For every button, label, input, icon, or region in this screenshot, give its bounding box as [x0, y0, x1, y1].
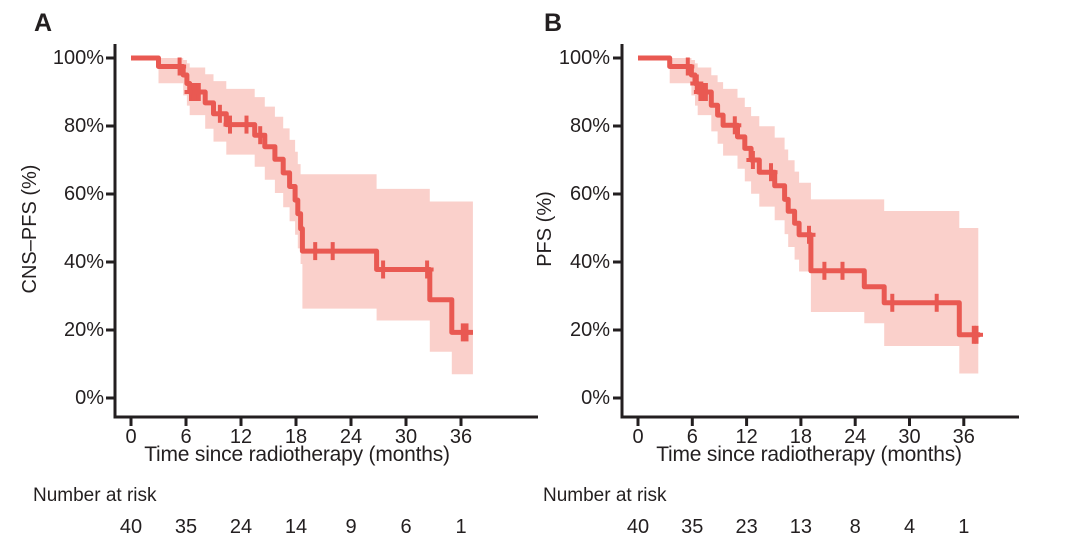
- y-tick-label: 80%: [63, 115, 104, 137]
- number-at-risk-value: 23: [735, 516, 758, 538]
- number-at-risk-value: 6: [400, 516, 412, 538]
- x-tick-label: 12: [229, 426, 253, 448]
- number-at-risk-value: 24: [229, 516, 253, 538]
- y-tick-label: 40%: [569, 251, 610, 273]
- number-at-risk-value: 9: [345, 516, 357, 538]
- number-at-risk-value: 13: [789, 516, 813, 538]
- y-tick-label: 60%: [63, 183, 104, 205]
- number-at-risk-value: 4: [903, 516, 916, 538]
- x-tick-label: 30: [898, 426, 921, 448]
- panel-a-x-axis-label: Time since radiotherapy (months): [144, 443, 450, 466]
- x-tick-label: 6: [686, 426, 698, 448]
- confidence-band: [158, 58, 473, 375]
- number-at-risk-value: 1: [958, 516, 970, 538]
- panel-a-number-at-risk-label: Number at risk: [33, 485, 157, 506]
- panel-b-letter: B: [544, 9, 563, 37]
- y-tick-label: 0%: [581, 387, 610, 409]
- y-tick-label: 100%: [558, 47, 610, 69]
- y-tick-label: 100%: [52, 47, 104, 69]
- y-tick-label: 60%: [569, 183, 610, 205]
- number-at-risk-value: 14: [284, 516, 308, 538]
- x-tick-label: 6: [180, 426, 192, 448]
- x-tick-label: 30: [394, 426, 418, 448]
- number-at-risk-value: 40: [119, 516, 143, 538]
- number-at-risk-value: 35: [174, 516, 198, 538]
- x-tick-label: 18: [789, 426, 813, 448]
- x-tick-label: 0: [125, 426, 137, 448]
- y-tick-label: 20%: [63, 319, 104, 341]
- number-at-risk-value: 40: [626, 516, 650, 538]
- y-tick-label: 0%: [75, 387, 104, 409]
- km-curve: [131, 55, 473, 335]
- number-at-risk-value: 8: [849, 516, 861, 538]
- number-at-risk-value: 35: [681, 516, 704, 538]
- panel-b-x-axis-label: Time since radiotherapy (months): [656, 443, 962, 466]
- panel-a-y-axis-label: CNS–PFS (%): [19, 164, 41, 294]
- x-tick-label: 18: [284, 426, 308, 448]
- panel-a-letter: A: [34, 9, 53, 37]
- x-tick-label: 36: [952, 426, 975, 448]
- y-tick-label: 40%: [63, 251, 104, 273]
- y-tick-label: 20%: [569, 319, 610, 341]
- panel-b-y-axis-label: PFS (%): [534, 191, 556, 267]
- y-tick-label: 80%: [569, 115, 610, 137]
- x-tick-label: 36: [449, 426, 473, 448]
- x-tick-label: 12: [735, 426, 758, 448]
- x-tick-label: 24: [339, 426, 363, 448]
- number-at-risk-value: 1: [455, 516, 467, 538]
- x-tick-label: 24: [844, 426, 867, 448]
- panel-b-number-at-risk-label: Number at risk: [543, 485, 667, 506]
- x-tick-label: 0: [632, 426, 644, 448]
